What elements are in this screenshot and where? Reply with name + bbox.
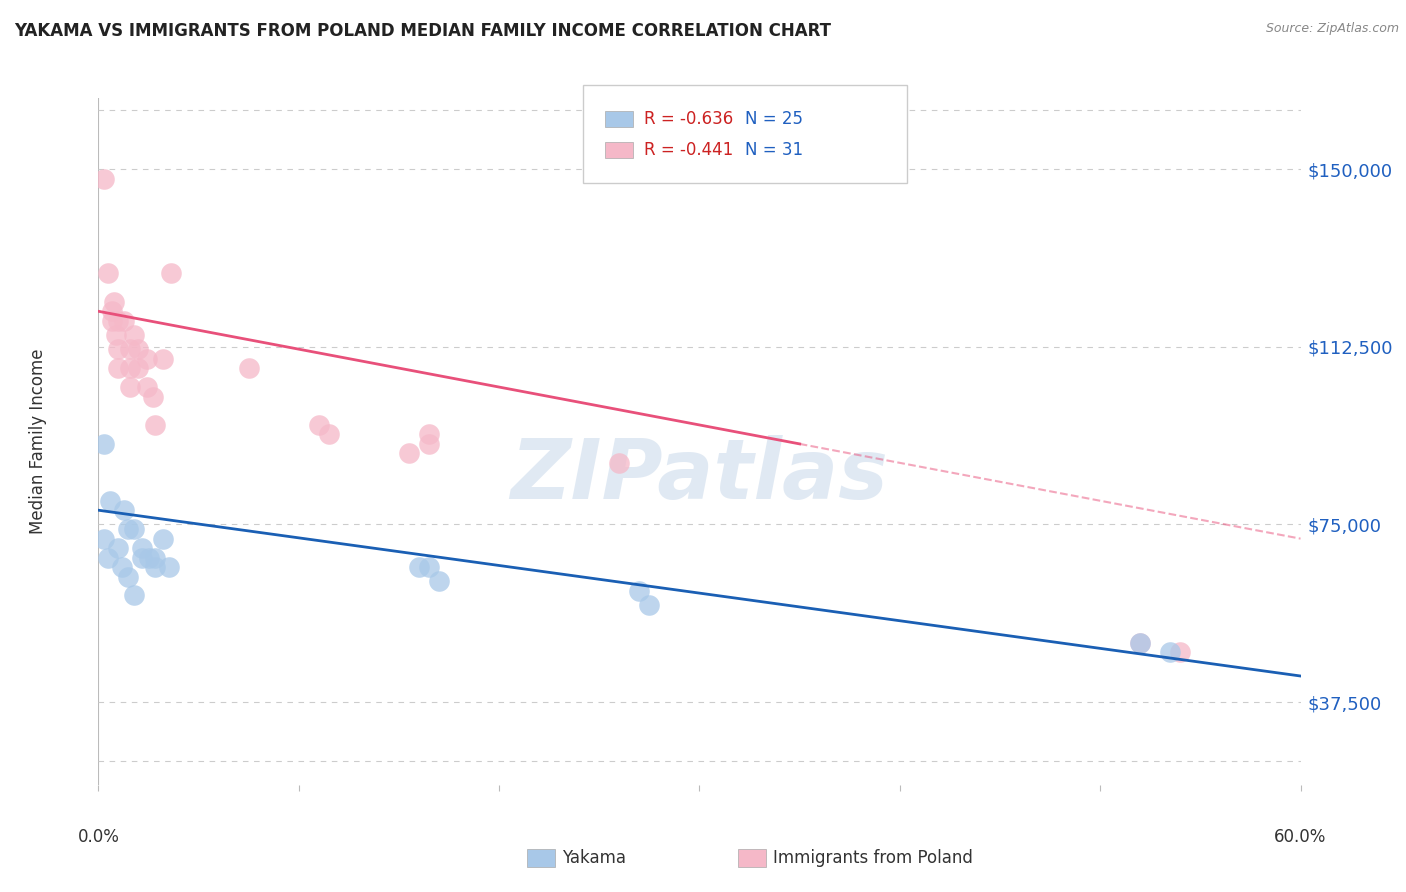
Point	[107, 541, 129, 555]
Text: N = 31: N = 31	[745, 141, 803, 159]
Point	[107, 314, 129, 328]
Text: Median Family Income: Median Family Income	[30, 349, 48, 534]
Point	[418, 560, 440, 574]
Point	[1129, 636, 1152, 650]
Point	[101, 314, 124, 328]
Point	[97, 266, 120, 280]
Point	[124, 328, 146, 343]
Point	[114, 503, 136, 517]
Point	[418, 427, 440, 442]
Point	[128, 361, 150, 376]
Point	[93, 437, 115, 451]
Text: Source: ZipAtlas.com: Source: ZipAtlas.com	[1265, 22, 1399, 36]
Point	[135, 380, 157, 394]
Text: R = -0.441: R = -0.441	[644, 141, 733, 159]
Point	[120, 380, 142, 394]
Point	[120, 361, 142, 376]
Point	[408, 560, 430, 574]
Point	[318, 427, 340, 442]
Point	[143, 550, 166, 565]
Point	[111, 560, 134, 574]
Point	[114, 314, 136, 328]
Point	[1159, 645, 1181, 659]
Point	[238, 361, 260, 376]
Point	[117, 522, 139, 536]
Point	[427, 574, 450, 589]
Point	[117, 569, 139, 583]
Point	[609, 456, 631, 470]
Point	[159, 266, 181, 280]
Text: R = -0.636: R = -0.636	[644, 110, 733, 128]
Point	[131, 550, 153, 565]
Text: N = 25: N = 25	[745, 110, 803, 128]
Point	[638, 598, 661, 612]
Point	[103, 294, 125, 309]
Point	[138, 550, 160, 565]
Point	[157, 560, 180, 574]
Point	[120, 342, 142, 356]
Point	[418, 437, 440, 451]
Point	[124, 522, 146, 536]
Point	[124, 589, 146, 603]
Point	[107, 342, 129, 356]
Point	[152, 351, 174, 366]
Text: ZIPatlas: ZIPatlas	[510, 435, 889, 516]
Text: 60.0%: 60.0%	[1274, 828, 1327, 846]
Text: 0.0%: 0.0%	[77, 828, 120, 846]
Point	[97, 550, 120, 565]
Point	[143, 560, 166, 574]
Point	[128, 342, 150, 356]
Point	[135, 351, 157, 366]
Point	[93, 171, 115, 186]
Point	[628, 583, 651, 598]
Text: Yakama: Yakama	[562, 849, 627, 867]
Point	[1129, 636, 1152, 650]
Point	[105, 328, 128, 343]
Point	[131, 541, 153, 555]
Point	[308, 417, 330, 432]
Point	[93, 532, 115, 546]
Point	[152, 532, 174, 546]
Point	[141, 390, 163, 404]
Point	[1170, 645, 1192, 659]
Point	[101, 304, 124, 318]
Point	[107, 361, 129, 376]
Point	[398, 446, 420, 460]
Point	[143, 417, 166, 432]
Point	[100, 493, 122, 508]
Text: Immigrants from Poland: Immigrants from Poland	[773, 849, 973, 867]
Text: YAKAMA VS IMMIGRANTS FROM POLAND MEDIAN FAMILY INCOME CORRELATION CHART: YAKAMA VS IMMIGRANTS FROM POLAND MEDIAN …	[14, 22, 831, 40]
